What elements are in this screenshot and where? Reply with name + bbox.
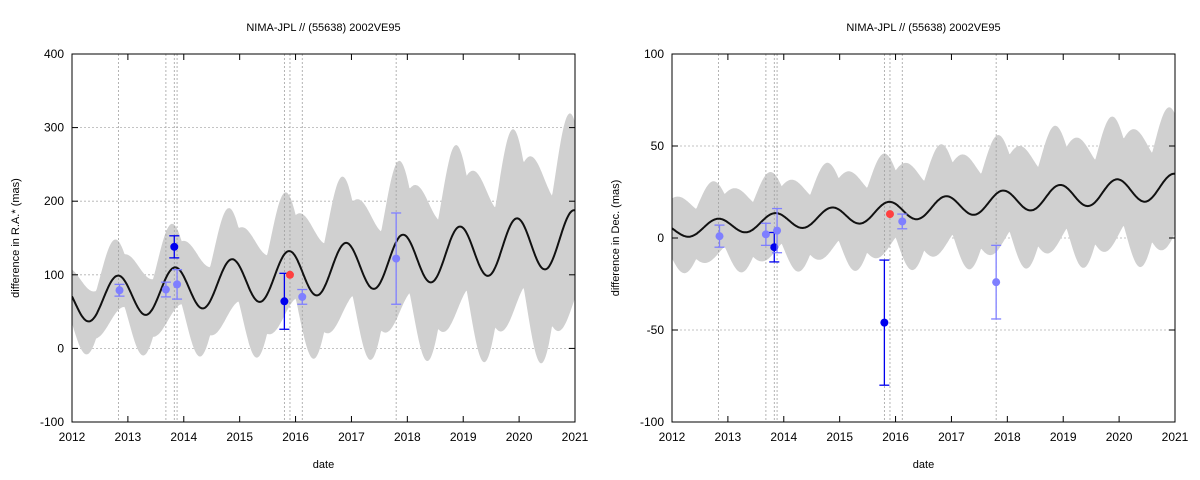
x-tick-label: 2017	[938, 430, 965, 444]
x-tick-label: 2013	[115, 430, 142, 444]
data-marker	[992, 278, 1001, 287]
data-marker	[770, 243, 779, 252]
y-tick-label: 300	[44, 121, 64, 135]
data-marker	[773, 226, 782, 235]
data-marker	[392, 254, 401, 263]
y-tick-label: -100	[40, 415, 64, 429]
uncertainty-band	[672, 107, 1175, 274]
y-tick-label: 100	[44, 268, 64, 282]
data-marker	[285, 270, 294, 279]
data-point	[172, 268, 183, 300]
data-marker	[715, 232, 724, 241]
x-tick-label: 2021	[1162, 430, 1189, 444]
data-point	[160, 281, 171, 298]
data-point	[169, 235, 180, 259]
y-axis-label: difference in R.A.* (mas)	[10, 178, 22, 298]
y-tick-label: -100	[640, 415, 664, 429]
data-marker	[761, 230, 770, 239]
data-marker	[173, 280, 182, 289]
plot-frame	[71, 53, 576, 423]
x-tick-label: 2016	[282, 430, 309, 444]
data-marker	[880, 318, 889, 327]
x-tick-label: 2014	[170, 430, 197, 444]
data-point	[760, 222, 771, 247]
x-tick-label: 2019	[450, 430, 477, 444]
data-point	[885, 210, 894, 219]
chart-title: NIMA-JPL // (55638) 2002VE95	[846, 22, 1000, 34]
data-point	[879, 259, 890, 386]
x-tick-label: 2013	[715, 430, 742, 444]
x-tick-label: 2016	[882, 430, 909, 444]
y-tick-label: 0	[657, 231, 664, 245]
data-point	[772, 207, 783, 254]
data-marker	[115, 286, 124, 295]
data-point	[897, 213, 908, 230]
data-point	[279, 272, 290, 330]
data-marker	[161, 285, 170, 294]
data-point	[714, 224, 725, 248]
data-point	[991, 244, 1002, 320]
y-axis-label: difference in Dec. (mas)	[610, 180, 622, 297]
x-tick-label: 2012	[659, 430, 686, 444]
y-tick-label: -50	[647, 323, 665, 337]
y-tick-label: 50	[651, 139, 665, 153]
data-marker	[170, 242, 179, 251]
data-marker	[280, 297, 289, 306]
data-marker	[298, 292, 307, 301]
x-tick-label: 2019	[1050, 430, 1077, 444]
x-tick-label: 2017	[338, 430, 365, 444]
x-tick-label: 2018	[394, 430, 421, 444]
model-curve	[72, 209, 575, 323]
x-tick-label: 2012	[59, 430, 86, 444]
x-axis-label: date	[913, 459, 934, 471]
y-tick-label: 0	[57, 341, 64, 355]
data-point	[391, 212, 402, 305]
ra-chart: 2012 2013 2014 2015 2016 2017 2018 2019 2020 2021…	[10, 22, 589, 471]
x-tick-label: 2021	[562, 430, 589, 444]
data-marker	[898, 217, 907, 226]
x-tick-label: 2015	[226, 430, 253, 444]
model-curve	[672, 172, 1175, 238]
x-tick-label: 2015	[826, 430, 853, 444]
data-point	[114, 283, 125, 297]
y-tick-label: 100	[644, 47, 664, 61]
data-marker	[885, 210, 894, 219]
chart-title: NIMA-JPL // (55638) 2002VE95	[246, 22, 400, 34]
x-tick-label: 2018	[994, 430, 1021, 444]
y-tick-label: 400	[44, 47, 64, 61]
y-tick-label: 200	[44, 194, 64, 208]
uncertainty-band	[72, 113, 575, 364]
dec-chart: 2012 2013 2014 2015 2016 2017 2018 2019 2020 2021…	[610, 22, 1189, 471]
x-tick-label: 2014	[770, 430, 797, 444]
data-point	[297, 288, 308, 305]
data-point	[285, 270, 294, 279]
x-axis-label: date	[313, 459, 334, 471]
x-tick-label: 2020	[506, 430, 533, 444]
x-tick-label: 2020	[1106, 430, 1133, 444]
